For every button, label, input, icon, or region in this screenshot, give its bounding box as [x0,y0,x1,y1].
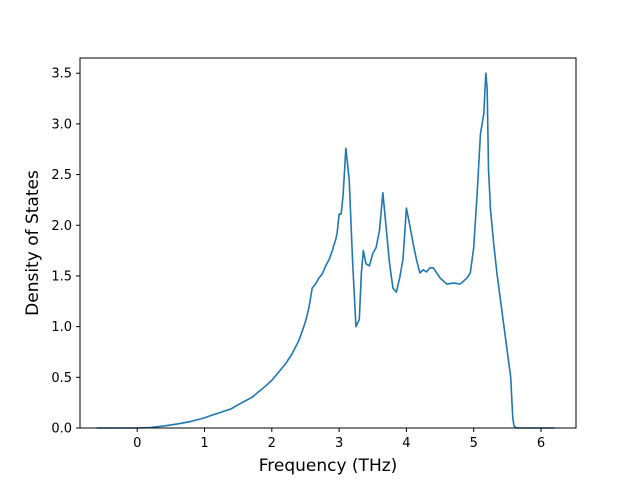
plot-area [80,58,576,428]
x-tick-label: 2 [268,436,276,451]
y-tick-label: 0.0 [51,422,72,437]
y-tick-label: 1.0 [51,320,72,335]
x-tick-label: 3 [335,436,343,451]
series-layer [96,72,555,429]
x-tick-label: 5 [470,436,478,451]
dos-series-line [96,72,555,429]
x-tick-label: 1 [200,436,208,451]
plot-frame [79,57,577,429]
y-ticks: 0.0 0.5 1.0 1.5 2.0 2.5 3.0 3.5 [51,67,80,437]
y-tick-label: 1.5 [51,269,72,284]
y-tick-label: 0.5 [51,371,72,386]
y-tick-label: 3.0 [51,117,72,132]
x-tick-label: 4 [402,436,410,451]
y-tick-label: 3.5 [51,67,72,82]
y-axis-label: Density of States [23,170,43,316]
x-ticks: 0 1 2 3 4 5 6 [133,428,545,451]
x-axis-label: Frequency (THz) [259,456,398,476]
x-tick-label: 6 [537,436,545,451]
y-tick-label: 2.5 [51,168,72,183]
y-tick-label: 2.0 [51,219,72,234]
x-tick-label: 0 [133,436,141,451]
